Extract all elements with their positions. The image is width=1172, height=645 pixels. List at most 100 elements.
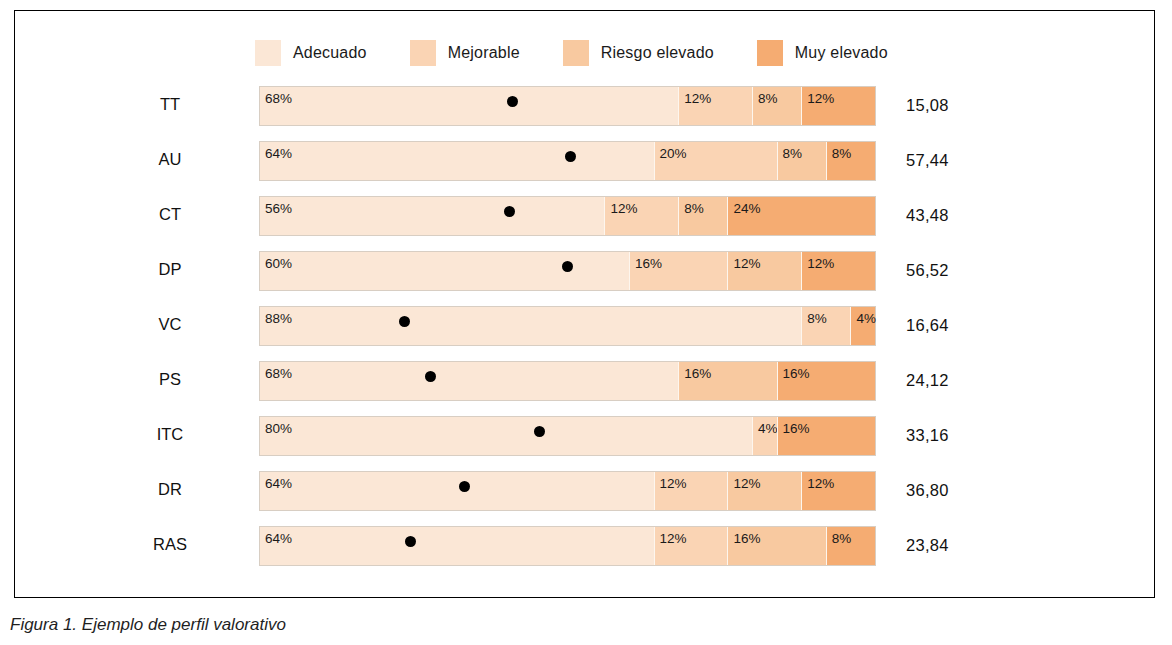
- legend-item-adecuado: Adecuado: [255, 40, 367, 66]
- bar-segment-adecuado: 68%: [260, 362, 678, 400]
- segment-percentage: 12%: [807, 256, 834, 271]
- row-value: 43,48: [906, 206, 949, 225]
- bar-segment-mejorable: 20%: [654, 142, 777, 180]
- chart-row-ct: CT 56% 12% 8% 24% 43,48: [15, 196, 1154, 251]
- row-value: 15,08: [906, 96, 949, 115]
- segment-percentage: 12%: [610, 201, 637, 216]
- row-label: TT: [133, 95, 207, 114]
- segment-percentage: 16%: [783, 421, 810, 436]
- legend-label: Muy elevado: [795, 44, 888, 62]
- segment-percentage: 8%: [758, 91, 778, 106]
- segment-percentage: 8%: [783, 146, 803, 161]
- row-value: 56,52: [906, 261, 949, 280]
- score-dot: [504, 206, 515, 217]
- bar-segment-muy-elevado: 8%: [826, 527, 875, 565]
- bar-segment-riesgo-elevado: 16%: [678, 362, 776, 400]
- stacked-bar: 64%12%12%12%: [259, 471, 876, 511]
- segment-percentage: 4%: [758, 421, 778, 436]
- row-label: DR: [133, 480, 207, 499]
- legend-item-riesgo-elevado: Riesgo elevado: [563, 40, 714, 66]
- score-dot: [399, 316, 410, 327]
- bar-segment-muy-elevado: 8%: [826, 142, 875, 180]
- row-label: AU: [133, 150, 207, 169]
- segment-percentage: 12%: [660, 531, 687, 546]
- bar-segment-riesgo-elevado: 8%: [752, 87, 801, 125]
- score-dot: [405, 536, 416, 547]
- bar-segment-mejorable: 12%: [654, 472, 728, 510]
- chart-row-dr: DR64%12%12%12%36,80: [15, 471, 1154, 526]
- row-label: ITC: [133, 425, 207, 444]
- segment-percentage: 12%: [684, 91, 711, 106]
- chart-row-ps: PS 68% 16% 16% 24,12: [15, 361, 1154, 416]
- bar-segment-mejorable: 8%: [801, 307, 850, 345]
- segment-percentage: 56%: [265, 201, 292, 216]
- bar-segment-adecuado: 80%: [260, 417, 752, 455]
- segment-percentage: 12%: [807, 91, 834, 106]
- segment-percentage: 4%: [856, 311, 876, 326]
- row-value: 57,44: [906, 151, 949, 170]
- bar-segment-muy-elevado: 16%: [777, 417, 875, 455]
- stacked-bar: 88% 8% 4%: [259, 306, 876, 346]
- chart-row-itc: ITC 80% 4% 16% 33,16: [15, 416, 1154, 471]
- segment-percentage: 64%: [265, 531, 292, 546]
- bar-segment-adecuado: 64%: [260, 142, 654, 180]
- legend-item-mejorable: Mejorable: [410, 40, 520, 66]
- stacked-bar: 68% 16% 16%: [259, 361, 876, 401]
- segment-percentage: 68%: [265, 91, 292, 106]
- bar-segment-muy-elevado: 16%: [777, 362, 875, 400]
- stacked-bar: 80% 4% 16%: [259, 416, 876, 456]
- segment-percentage: 68%: [265, 366, 292, 381]
- segment-percentage: 20%: [660, 146, 687, 161]
- bar-segment-adecuado: 56%: [260, 197, 604, 235]
- row-label: CT: [133, 205, 207, 224]
- bar-segment-riesgo-elevado: 12%: [727, 472, 801, 510]
- chart-row-tt: TT 68% 12% 8% 12% 15,08: [15, 86, 1154, 141]
- bar-segment-mejorable: 12%: [604, 197, 678, 235]
- segment-percentage: 16%: [684, 366, 711, 381]
- segment-percentage: 88%: [265, 311, 292, 326]
- segment-percentage: 8%: [684, 201, 704, 216]
- segment-percentage: 12%: [660, 476, 687, 491]
- chart-row-ras: RAS64%12%16%8%23,84: [15, 526, 1154, 581]
- row-value: 16,64: [906, 316, 949, 335]
- bar-segment-muy-elevado: 4%: [850, 307, 875, 345]
- bar-segment-adecuado: 64%: [260, 472, 654, 510]
- score-dot: [425, 371, 436, 382]
- score-dot: [562, 261, 573, 272]
- bar-segment-riesgo-elevado: 12%: [727, 252, 801, 290]
- bar-segment-mejorable: 16%: [629, 252, 727, 290]
- legend-swatch-mejorable: [410, 40, 436, 66]
- segment-percentage: 8%: [832, 531, 852, 546]
- figure-caption: Figura 1. Ejemplo de perfil valorativo: [10, 615, 286, 635]
- segment-percentage: 60%: [265, 256, 292, 271]
- legend-swatch-adecuado: [255, 40, 281, 66]
- row-value: 33,16: [906, 426, 949, 445]
- bar-segment-adecuado: 60%: [260, 252, 629, 290]
- segment-percentage: 16%: [635, 256, 662, 271]
- stacked-bar: 64% 12% 16% 8%: [259, 526, 876, 566]
- bar-segment-riesgo-elevado: 8%: [777, 142, 826, 180]
- figure-page: Adecuado Mejorable Riesgo elevado Muy eleva…: [0, 0, 1172, 645]
- bar-segment-mejorable: 4%: [752, 417, 777, 455]
- row-label: RAS: [133, 535, 207, 554]
- chart-row-au: AU 64% 20% 8% 8% 57,44: [15, 141, 1154, 196]
- score-dot: [459, 481, 470, 492]
- segment-percentage: 64%: [265, 146, 292, 161]
- row-label: DP: [133, 260, 207, 279]
- row-label: PS: [133, 370, 207, 389]
- bar-segment-muy-elevado: 12%: [801, 87, 875, 125]
- row-value: 24,12: [906, 371, 949, 390]
- row-value: 36,80: [906, 481, 949, 500]
- legend-item-muy-elevado: Muy elevado: [757, 40, 888, 66]
- stacked-bar: 60% 16% 12% 12%: [259, 251, 876, 291]
- score-dot: [507, 96, 518, 107]
- segment-percentage: 12%: [733, 476, 760, 491]
- bar-segment-adecuado: 64%: [260, 527, 654, 565]
- chart-row-vc: VC88%8%4%16,64: [15, 306, 1154, 361]
- bar-segment-riesgo-elevado: 16%: [727, 527, 825, 565]
- legend-swatch-muy-elevado: [757, 40, 783, 66]
- chart-row-dp: DP 60% 16% 12% 12% 56,52: [15, 251, 1154, 306]
- bar-segment-muy-elevado: 24%: [727, 197, 875, 235]
- bar-segment-mejorable: 12%: [654, 527, 728, 565]
- legend-label: Mejorable: [448, 44, 520, 62]
